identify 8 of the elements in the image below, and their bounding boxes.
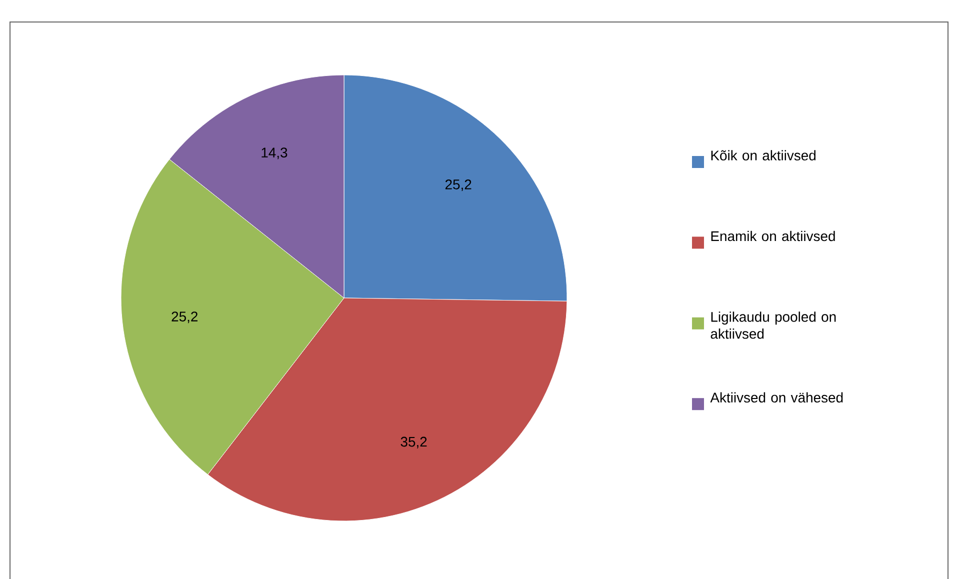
data-label: 35,2 — [400, 436, 427, 448]
legend-label: Kõik on aktiivsed — [711, 150, 816, 160]
legend-label: Ligikaudu pooled on aktiivsed — [710, 312, 836, 339]
legend-label: Aktiivsed on vähesed — [710, 392, 843, 403]
data-label: 25,2 — [172, 312, 198, 324]
data-label: 14,3 — [262, 148, 288, 160]
legend-label: Enamik on aktiivsed — [711, 230, 835, 242]
data-label: 25,2 — [445, 179, 472, 192]
